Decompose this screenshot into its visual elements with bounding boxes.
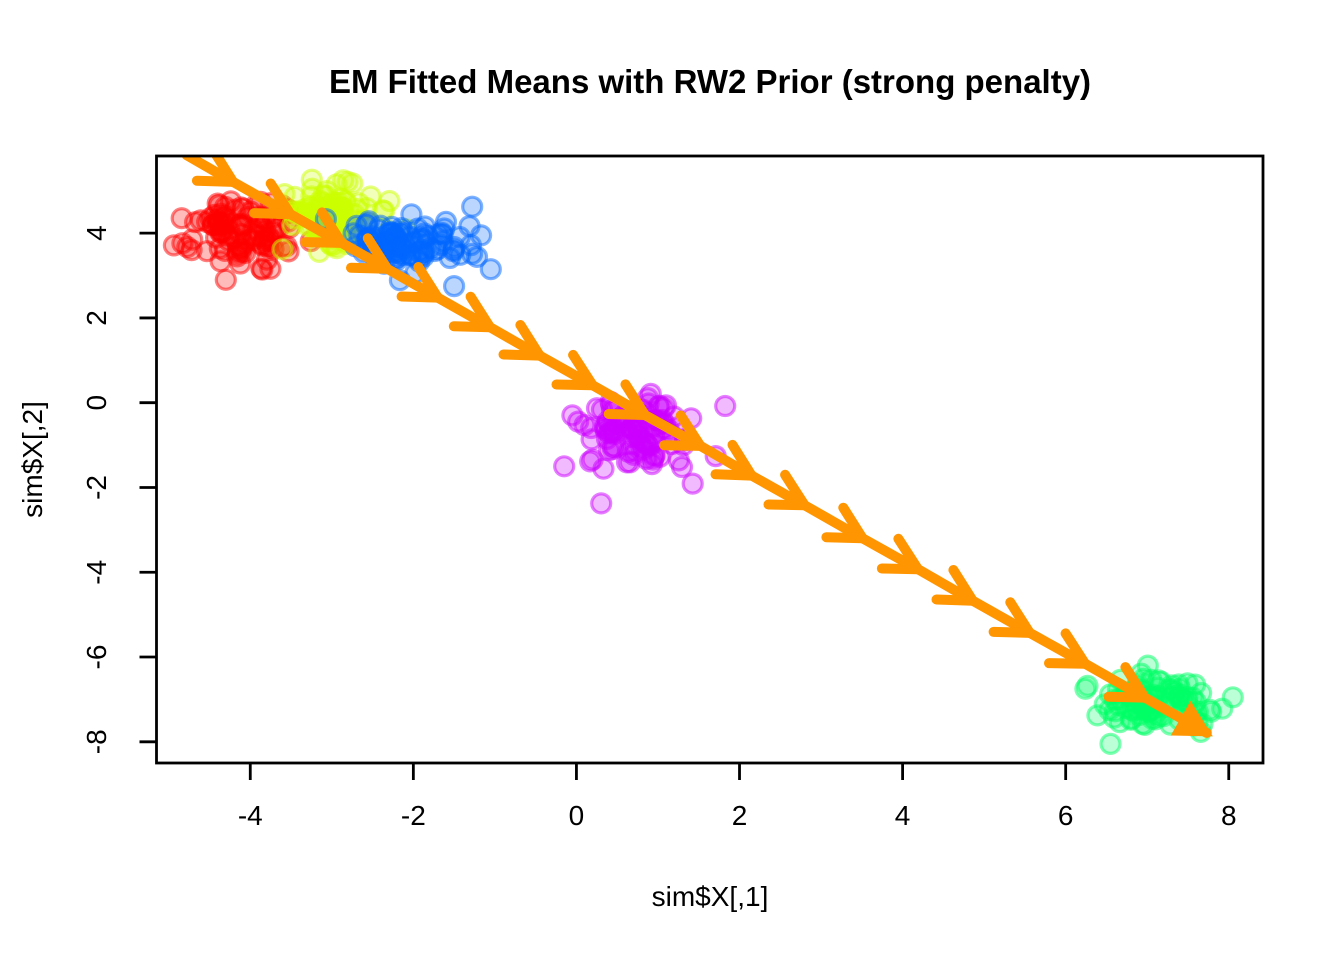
- y-axis: 4 2 0 -2 -4 -6 -8: [81, 225, 157, 754]
- y-tick-label: -8: [81, 729, 112, 754]
- data-point: [209, 215, 233, 238]
- x-tick-label: 8: [1221, 800, 1237, 831]
- chart-title: EM Fitted Means with RW2 Prior (strong p…: [329, 63, 1091, 100]
- data-point: [250, 257, 273, 280]
- x-tick-label: -4: [238, 800, 263, 831]
- y-tick-label: 2: [81, 310, 112, 326]
- arrow-head: [300, 207, 347, 248]
- data-point: [443, 275, 466, 298]
- arrow-head: [876, 533, 924, 575]
- fitted-means-line: [181, 156, 1212, 738]
- arrow-head: [1044, 628, 1091, 669]
- arrow-head: [988, 597, 1035, 638]
- data-point: [226, 242, 249, 265]
- data-point: [332, 169, 355, 192]
- data-point: [681, 472, 704, 495]
- data-point: [1099, 732, 1122, 756]
- data-point: [1086, 704, 1109, 727]
- data-point: [714, 394, 737, 418]
- data-point: [561, 404, 584, 427]
- data-point: [592, 457, 615, 480]
- y-tick-label: -4: [81, 560, 112, 585]
- arrow-head: [710, 439, 757, 481]
- data-point: [465, 245, 489, 268]
- fitted-means-arrow-layer: [181, 156, 1213, 738]
- x-tick-label: 4: [895, 800, 911, 831]
- arrow-head: [603, 379, 650, 420]
- y-axis-label: sim$X[,2]: [17, 401, 48, 518]
- arrow-head: [191, 156, 239, 187]
- data-point: [553, 455, 576, 478]
- data-point: [219, 190, 242, 213]
- x-tick-label: 6: [1058, 800, 1074, 831]
- data-point: [461, 195, 484, 218]
- data-point: [1147, 669, 1170, 692]
- data-point: [620, 417, 643, 440]
- data-point: [618, 451, 642, 474]
- y-tick-label: -6: [81, 645, 112, 670]
- data-point: [412, 228, 435, 251]
- data-point: [180, 239, 203, 262]
- data-point: [1074, 677, 1097, 700]
- data-point: [170, 207, 193, 230]
- data-point: [379, 221, 402, 244]
- arrow-head: [931, 565, 978, 606]
- x-tick-label: -2: [401, 800, 426, 831]
- x-axis: -4 -2 0 2 4 6 8: [238, 763, 1237, 831]
- arrow-head: [396, 262, 443, 303]
- y-tick-label: 0: [81, 395, 112, 411]
- data-point: [271, 238, 294, 261]
- x-tick-label: 0: [569, 800, 585, 831]
- arrow-head: [346, 233, 393, 274]
- arrow-tip: [1170, 700, 1213, 737]
- arrow-head: [249, 178, 296, 220]
- arrow-head: [448, 291, 495, 333]
- y-tick-label: 4: [81, 225, 112, 241]
- data-point: [590, 492, 613, 515]
- data-point: [479, 258, 502, 281]
- arrow-head: [763, 469, 810, 511]
- y-tick-label: -2: [81, 475, 112, 500]
- data-point: [448, 225, 471, 249]
- plot-border-box: [155, 154, 1265, 765]
- x-axis-label: sim$X[,1]: [652, 881, 769, 912]
- data-point: [635, 433, 659, 456]
- arrow-head: [498, 320, 545, 361]
- data-point: [205, 226, 228, 249]
- data-point: [214, 268, 237, 291]
- data-point: [601, 438, 624, 461]
- x-tick-label: 2: [732, 800, 748, 831]
- data-point: [580, 416, 603, 440]
- arrow-head: [551, 349, 598, 391]
- arrow-head: [821, 502, 868, 544]
- arrow-head: [1103, 662, 1150, 703]
- data-point: [399, 243, 422, 266]
- data-point: [1221, 686, 1244, 709]
- arrow-head: [659, 410, 706, 451]
- data-point: [670, 455, 694, 479]
- data-point: [643, 445, 666, 468]
- data-point: [359, 185, 382, 208]
- data-point: [252, 229, 276, 252]
